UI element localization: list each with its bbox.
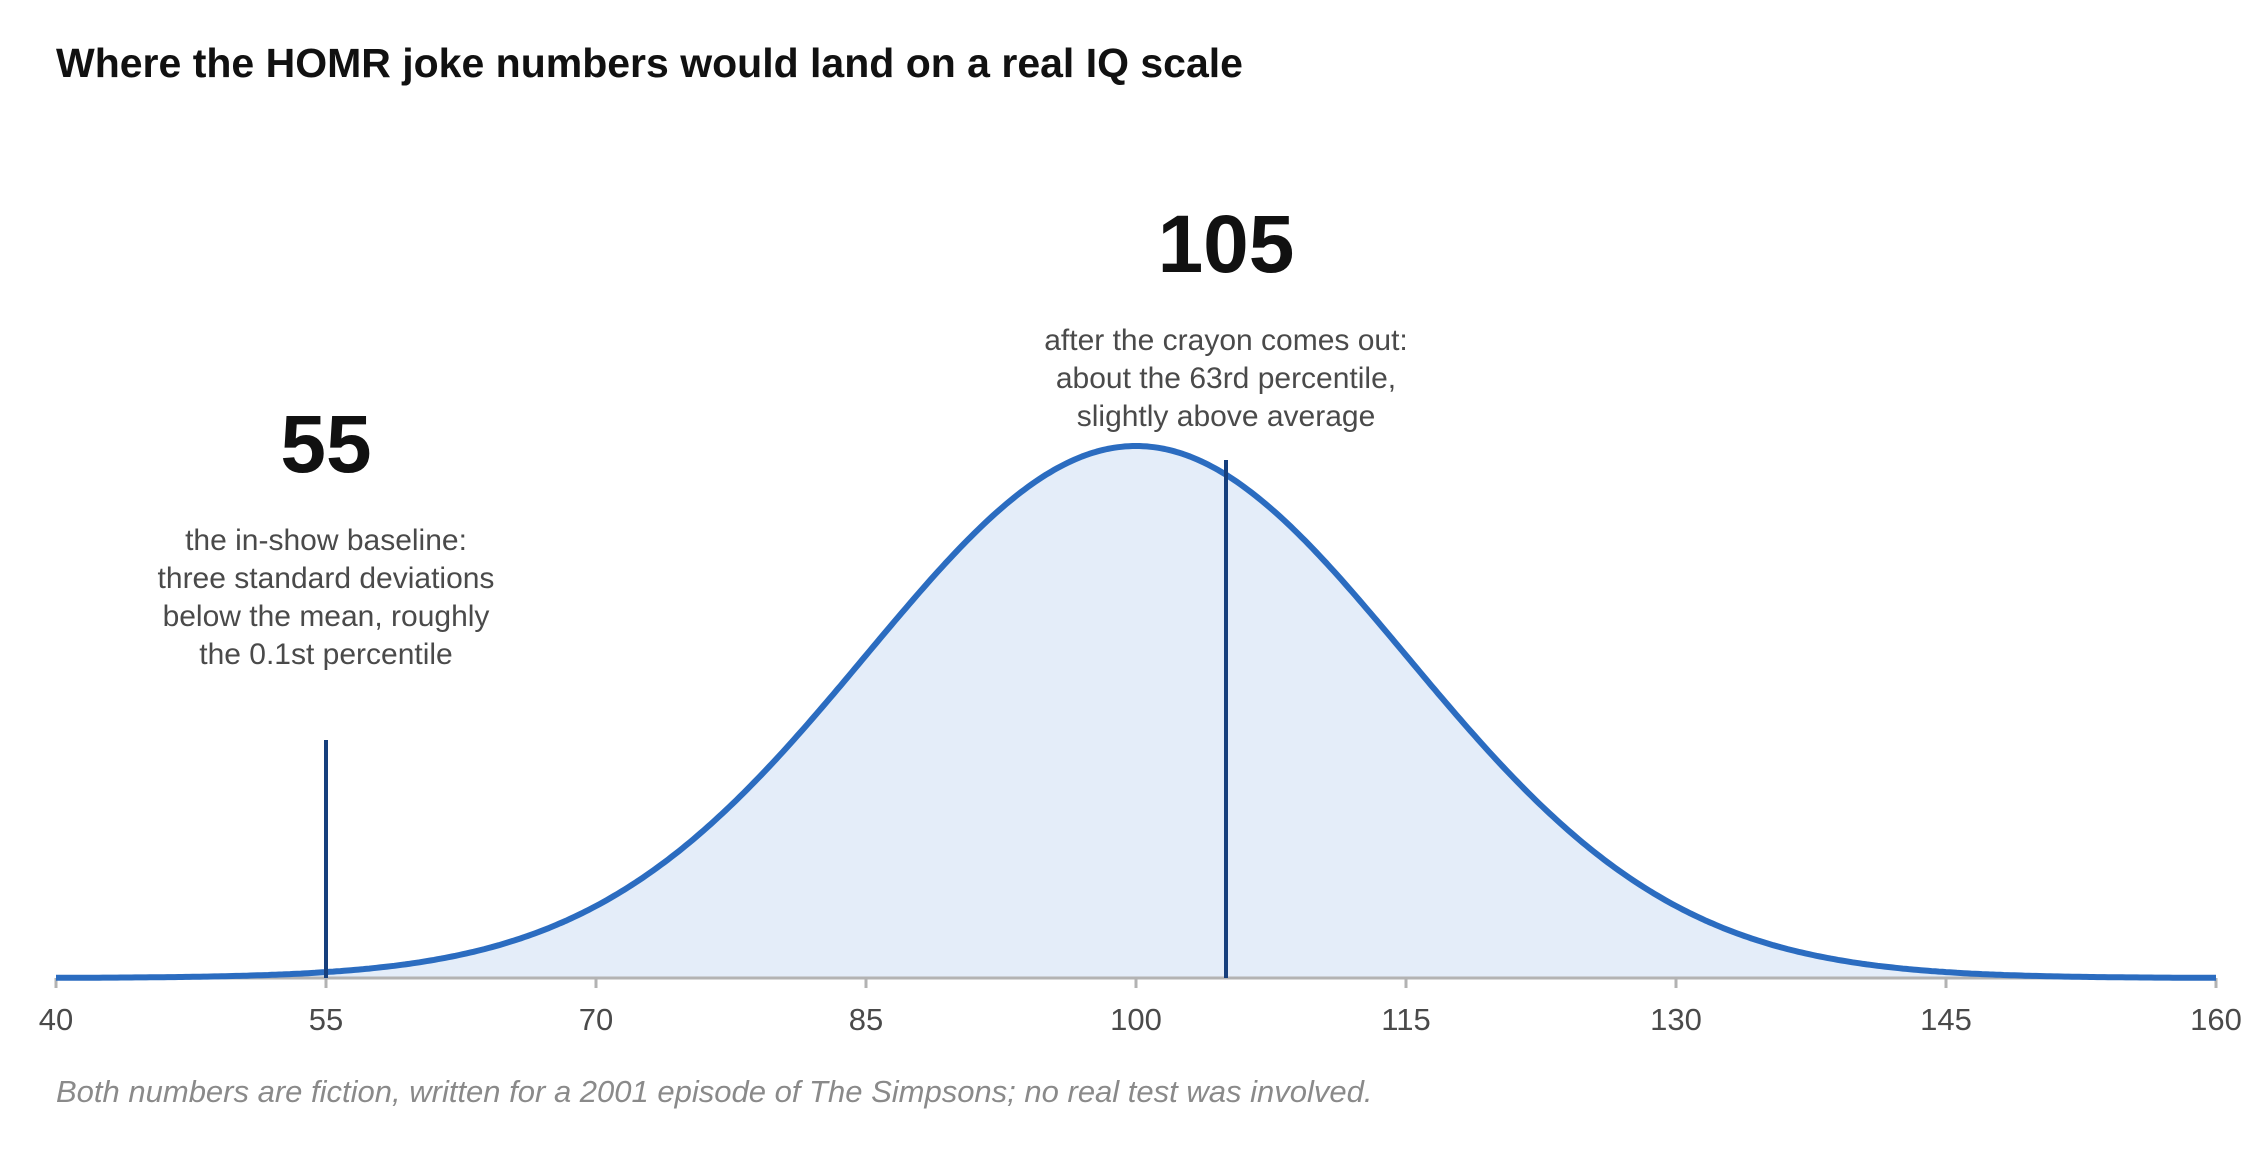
- x-tick-label: 40: [39, 1002, 73, 1037]
- marker-annotation-line: the in-show baseline:: [185, 524, 467, 557]
- marker-annotation-line: the 0.1st percentile: [199, 638, 453, 671]
- marker-annotation-line: about the 63rd percentile,: [1056, 362, 1396, 395]
- marker-value-105: 105: [1158, 199, 1295, 290]
- marker-annotation-line: below the mean, roughly: [163, 600, 490, 633]
- marker-value-55: 55: [280, 399, 371, 490]
- x-tick-label: 100: [1110, 1002, 1162, 1037]
- marker-annotation-line: three standard deviations: [158, 562, 495, 595]
- x-axis: 40 55 70 85 100 115 130 145 160: [39, 976, 2242, 1037]
- footnote: Both numbers are fiction, written for a …: [56, 1074, 1373, 1109]
- chart-title: Where the HOMR joke numbers would land o…: [56, 40, 1243, 86]
- x-tick-label: 130: [1650, 1002, 1702, 1037]
- x-tick-label: 115: [1381, 1002, 1430, 1037]
- marker-group: 55 the in-show baseline: three standard de…: [158, 199, 1408, 978]
- x-tick-label: 85: [849, 1002, 883, 1037]
- distribution-area: [56, 446, 2216, 978]
- marker-annotation-line: slightly above average: [1077, 400, 1376, 433]
- x-tick-label: 145: [1920, 1002, 1972, 1037]
- distribution-curve: [56, 443, 2216, 981]
- x-tick-label: 70: [579, 1002, 613, 1037]
- x-tick-label: 160: [2190, 1002, 2242, 1037]
- x-tick-label: 55: [309, 1002, 343, 1037]
- marker-annotation-line: after the crayon comes out:: [1044, 324, 1408, 357]
